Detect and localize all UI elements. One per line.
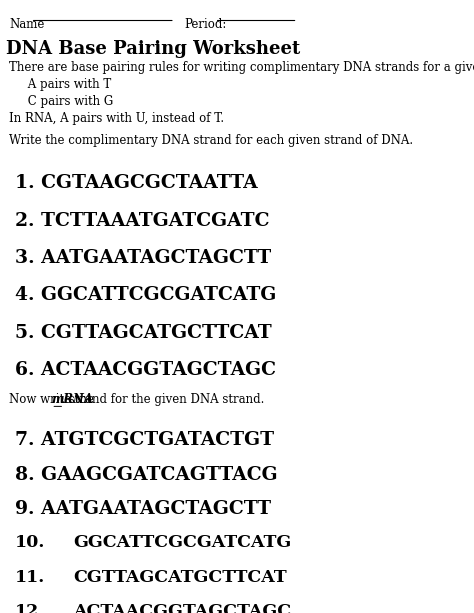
Text: C pairs with G: C pairs with G (9, 95, 113, 109)
Text: 4. GGCATTCGCGATCATG: 4. GGCATTCGCGATCATG (15, 286, 277, 305)
Text: GGCATTCGCGATCATG: GGCATTCGCGATCATG (73, 535, 292, 552)
Text: In RNA, A pairs with U, instead of T.: In RNA, A pairs with U, instead of T. (9, 112, 224, 125)
Text: 1. CGTAAGCGCTAATTA: 1. CGTAAGCGCTAATTA (15, 174, 258, 192)
Text: 7. ATGTCGCTGATACTGT: 7. ATGTCGCTGATACTGT (15, 432, 274, 449)
Text: 11.: 11. (15, 569, 46, 586)
Text: 12.: 12. (15, 603, 46, 613)
Text: ACTAACGGTAGCTAGC: ACTAACGGTAGCTAGC (73, 603, 292, 613)
Text: 3. AATGAATAGCTAGCTT: 3. AATGAATAGCTAGCTT (15, 249, 272, 267)
Text: strand for the given DNA strand.: strand for the given DNA strand. (65, 393, 264, 406)
Text: 2. TCTTAAATGATCGATC: 2. TCTTAAATGATCGATC (15, 211, 270, 230)
Text: 6. ACTAACGGTAGCTAGC: 6. ACTAACGGTAGCTAGC (15, 361, 276, 379)
Text: 9. AATGAATAGCTAGCTT: 9. AATGAATAGCTAGCTT (15, 500, 272, 518)
Text: 8. GAAGCGATCAGTTACG: 8. GAAGCGATCAGTTACG (15, 466, 278, 484)
Text: Name: Name (9, 18, 45, 31)
Text: Now write the: Now write the (9, 393, 98, 406)
Text: CGTTAGCATGCTTCAT: CGTTAGCATGCTTCAT (73, 569, 287, 586)
Text: 5. CGTTAGCATGCTTCAT: 5. CGTTAGCATGCTTCAT (15, 324, 272, 342)
Text: 10.: 10. (15, 535, 46, 552)
Text: A pairs with T: A pairs with T (9, 78, 111, 91)
Text: mRNA: mRNA (51, 393, 93, 406)
Text: There are base pairing rules for writing complimentary DNA strands for a given s: There are base pairing rules for writing… (9, 61, 474, 75)
Text: DNA Base Pairing Worksheet: DNA Base Pairing Worksheet (6, 40, 301, 58)
Text: Write the complimentary DNA strand for each given strand of DNA.: Write the complimentary DNA strand for e… (9, 134, 413, 147)
Text: Period:: Period: (184, 18, 227, 31)
